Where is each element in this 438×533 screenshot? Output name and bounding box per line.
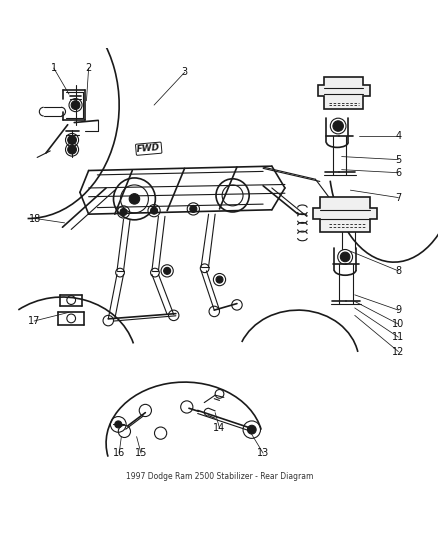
Polygon shape [317,77,369,109]
Text: 13: 13 [256,448,268,458]
Text: 10: 10 [391,319,403,329]
Circle shape [215,276,223,283]
Circle shape [71,101,80,109]
Text: 9: 9 [394,305,400,315]
Text: 1: 1 [50,63,57,73]
Text: 1997 Dodge Ram 2500 Stabilizer - Rear Diagram: 1997 Dodge Ram 2500 Stabilizer - Rear Di… [126,472,312,481]
Text: 16: 16 [113,448,125,458]
Circle shape [339,252,349,262]
Text: 5: 5 [394,155,401,165]
Text: 14: 14 [213,423,225,433]
Circle shape [67,145,76,154]
Text: 7: 7 [394,192,401,203]
Circle shape [120,208,127,215]
Text: 2: 2 [85,63,92,73]
Text: 6: 6 [394,168,400,177]
Polygon shape [313,197,376,232]
Text: 18: 18 [29,214,42,223]
Text: 12: 12 [391,346,404,357]
Text: 8: 8 [394,266,400,276]
Circle shape [163,268,170,274]
Circle shape [67,135,76,144]
Circle shape [150,207,157,214]
Circle shape [332,121,343,131]
Text: FWD: FWD [136,143,160,154]
Text: 3: 3 [181,67,187,77]
Circle shape [115,421,121,428]
Text: 11: 11 [391,332,403,342]
Circle shape [247,425,255,434]
Text: 4: 4 [394,131,400,141]
Circle shape [129,193,139,204]
Text: 15: 15 [134,448,147,458]
Circle shape [189,205,196,213]
Text: 17: 17 [28,316,40,326]
